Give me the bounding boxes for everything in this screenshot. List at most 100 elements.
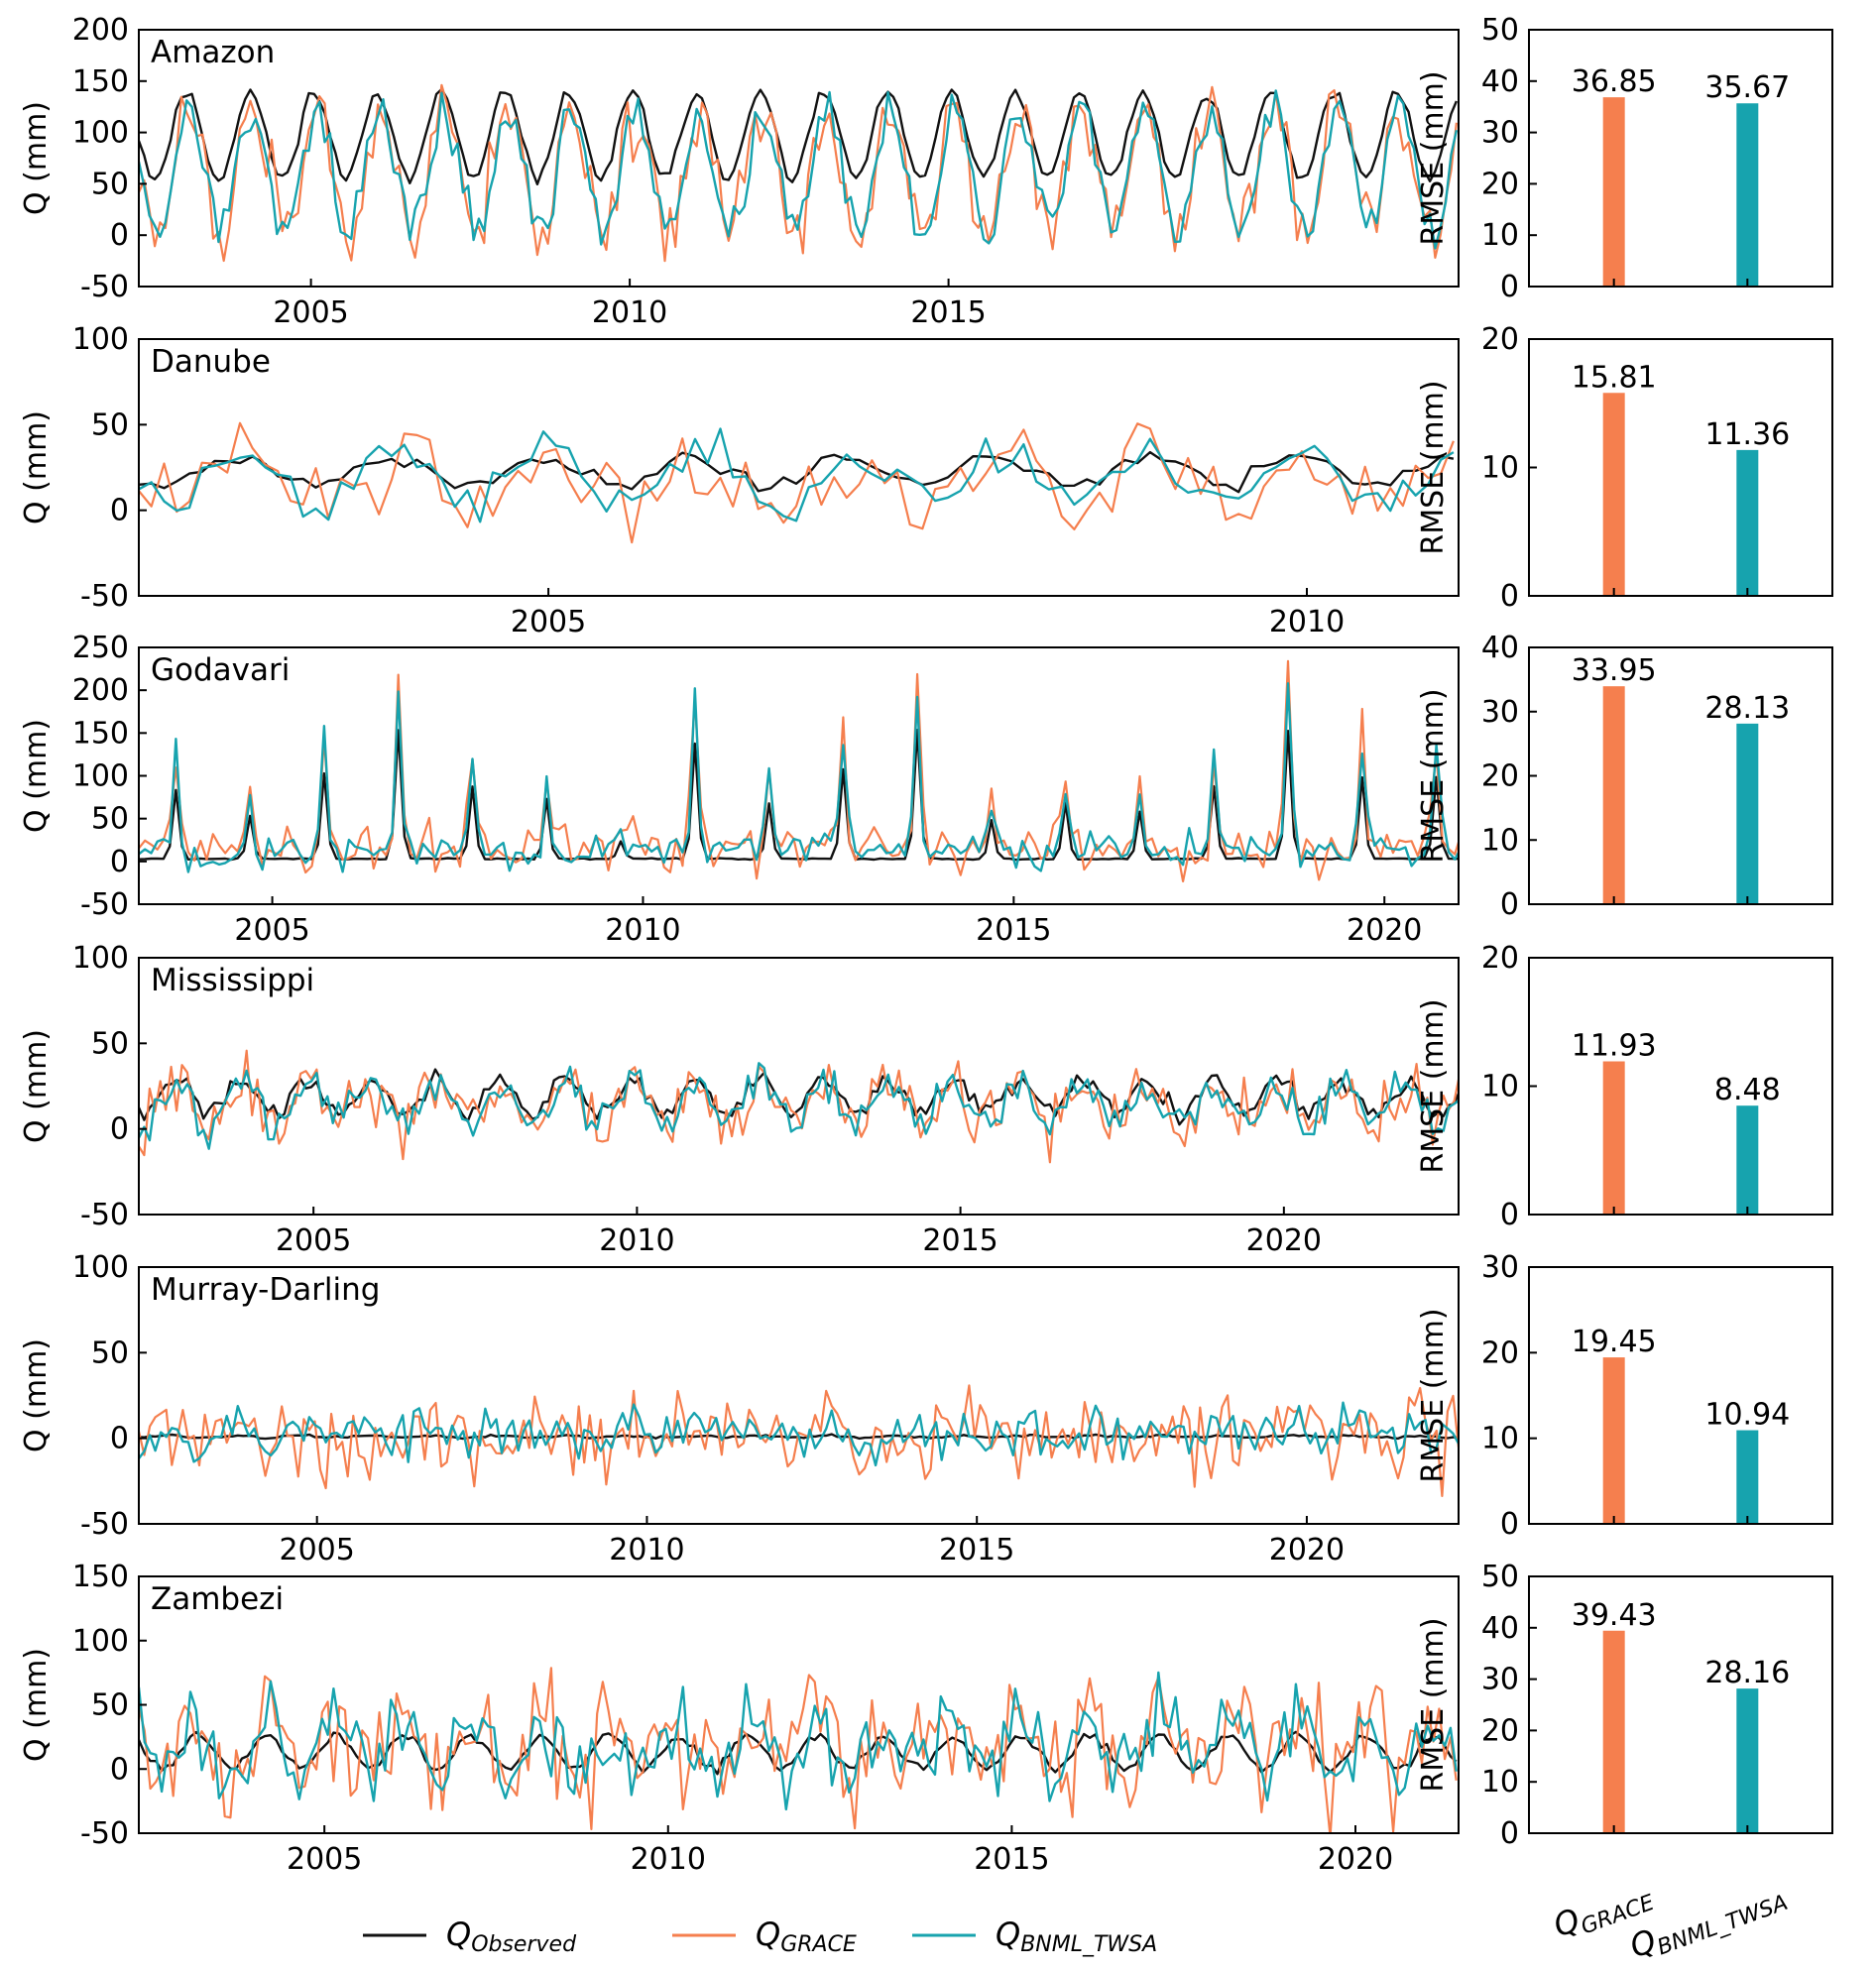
series-lines <box>139 1049 1459 1164</box>
series-q-grace <box>139 1384 1459 1498</box>
rmse-value-label: 39.43 <box>1572 1598 1657 1633</box>
series-q-grace <box>139 1049 1459 1164</box>
y-tick-label: 50 <box>91 1026 129 1061</box>
legend-item-observed: QObserved <box>363 1915 577 1957</box>
y-tick-label: -50 <box>80 1507 129 1542</box>
y-tick-label: 50 <box>91 167 129 201</box>
x-tick-label: 2005 <box>280 1533 355 1567</box>
rmse-y-axis-label: RMSE (mm) <box>1416 688 1451 863</box>
y-axis-label: Q (mm) <box>19 101 54 215</box>
axes-frame <box>138 29 1460 288</box>
series-q-bnml-twsa <box>139 1401 1459 1467</box>
y-tick-label: 0 <box>110 218 129 253</box>
y-tick-label: 150 <box>72 1560 129 1594</box>
y-tick-label: 50 <box>91 1688 129 1723</box>
y-tick-label: -50 <box>80 579 129 614</box>
x-tick-label: 2010 <box>599 1223 674 1258</box>
y-tick-label: 100 <box>72 116 129 151</box>
x-tick-label: 2010 <box>605 913 680 948</box>
y-tick-label: 0 <box>110 1112 129 1147</box>
x-tick-label: 2015 <box>976 913 1051 948</box>
x-tick-label: 2010 <box>609 1533 684 1567</box>
rmse-y-tick-label: 20 <box>1481 322 1519 357</box>
rmse-y-tick-label: 20 <box>1481 941 1519 976</box>
rmse-bar-grace <box>1602 1061 1625 1215</box>
legend-item-grace: QGRACE <box>672 1915 857 1957</box>
x-tick-label: 2005 <box>234 913 309 948</box>
rmse-y-tick-label: 40 <box>1481 631 1519 665</box>
y-tick-label: 100 <box>72 941 129 976</box>
x-tick-label: 2020 <box>1246 1223 1322 1258</box>
rmse-value-label: 33.95 <box>1572 653 1657 688</box>
axes-frame <box>138 957 1460 1216</box>
rmse-y-tick-label: 20 <box>1481 1713 1519 1748</box>
y-tick-label: 100 <box>72 1624 129 1659</box>
x-tick-label: 2005 <box>511 605 586 639</box>
panel-title: Amazon <box>151 35 275 70</box>
y-tick-label: 50 <box>91 407 129 442</box>
rmse-bar-grace <box>1602 686 1625 904</box>
series-q-bnml-twsa <box>139 89 1459 250</box>
series-lines <box>139 83 1459 263</box>
series-q-grace <box>139 1667 1458 1833</box>
rmse-y-tick-label: 0 <box>1500 887 1519 922</box>
x-tick-label: 2005 <box>287 1842 362 1877</box>
rmse-y-tick-label: 40 <box>1481 64 1519 99</box>
y-tick-label: 150 <box>72 64 129 99</box>
rmse-bar-bnml <box>1736 1105 1759 1215</box>
y-axis-label: Q (mm) <box>19 1338 54 1452</box>
rmse-axes-frame <box>1528 957 1833 1216</box>
rmse-y-tick-label: 0 <box>1500 1198 1519 1232</box>
rmse-y-tick-label: 0 <box>1500 579 1519 614</box>
rmse-y-tick-label: 10 <box>1481 451 1519 486</box>
rmse-value-label: 19.45 <box>1572 1325 1657 1359</box>
rmse-y-tick-label: 20 <box>1481 167 1519 201</box>
x-tick-label: 2020 <box>1269 1533 1345 1567</box>
rmse-y-tick-label: 30 <box>1481 1663 1519 1697</box>
rmse-y-tick-label: 20 <box>1481 1335 1519 1370</box>
y-tick-label: 250 <box>72 631 129 665</box>
legend-item-bnml: QBNML_TWSA <box>912 1915 1157 1957</box>
x-tick-label: 2015 <box>922 1223 997 1258</box>
rmse-value-label: 10.94 <box>1704 1398 1790 1433</box>
legend-label: QObserved <box>446 1915 577 1957</box>
rmse-bar-bnml <box>1736 103 1759 287</box>
rmse-bar-bnml <box>1736 449 1759 596</box>
rmse-bar-bnml <box>1736 723 1759 904</box>
rmse-y-tick-label: 30 <box>1481 695 1519 730</box>
rmse-y-axis-label: RMSE (mm) <box>1416 380 1451 554</box>
rmse-value-label: 8.48 <box>1714 1073 1781 1107</box>
y-tick-label: -50 <box>80 1816 129 1851</box>
axes-frame <box>138 1266 1460 1525</box>
rmse-bar-grace <box>1602 393 1625 596</box>
rmse-y-tick-label: 0 <box>1500 1507 1519 1542</box>
x-tick-label: 2005 <box>276 1223 351 1258</box>
x-tick-label: 2015 <box>910 295 986 330</box>
x-tick-label: 2015 <box>939 1533 1014 1567</box>
rmse-value-label: 28.13 <box>1704 691 1790 726</box>
rmse-y-tick-label: 10 <box>1481 218 1519 253</box>
rmse-y-tick-label: 40 <box>1481 1611 1519 1646</box>
series-q-observed <box>139 87 1459 186</box>
y-tick-label: 150 <box>72 716 129 751</box>
x-tick-label: 2010 <box>592 295 667 330</box>
y-tick-label: 50 <box>91 1335 129 1370</box>
rmse-bar-grace <box>1602 1357 1625 1524</box>
rmse-bar-grace <box>1602 97 1625 287</box>
series-q-bnml-twsa <box>139 427 1455 523</box>
rmse-axes-frame <box>1528 29 1833 288</box>
rmse-y-axis-label: RMSE (mm) <box>1416 70 1451 245</box>
y-tick-label: 100 <box>72 759 129 794</box>
x-tick-label: 2020 <box>1347 913 1422 948</box>
rmse-value-label: 36.85 <box>1572 64 1657 99</box>
rmse-y-tick-label: 50 <box>1481 1560 1519 1594</box>
panel-title: Danube <box>151 344 271 380</box>
rmse-bar-bnml <box>1736 1430 1759 1524</box>
panel-title: Mississippi <box>151 963 314 998</box>
series-lines <box>139 1384 1459 1498</box>
rmse-y-tick-label: 0 <box>1500 1816 1519 1851</box>
